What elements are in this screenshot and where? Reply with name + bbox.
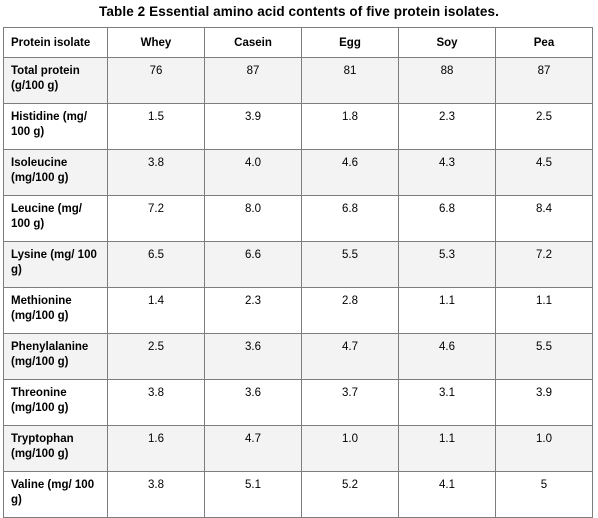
row-label: Tryptophan (mg/100 g) [3,425,108,472]
cell-egg: 1.8 [301,103,399,150]
cell-soy: 5.3 [398,241,496,288]
cell-soy: 4.1 [398,471,496,518]
header-egg: Egg [301,27,399,58]
row-label: Threonine (mg/100 g) [3,379,108,426]
cell-egg: 5.2 [301,471,399,518]
cell-pea: 3.9 [495,379,593,426]
cell-whey: 7.2 [107,195,205,242]
cell-soy: 88 [398,57,496,104]
row-label: Lysine (mg/ 100 g) [3,241,108,288]
cell-soy: 3.1 [398,379,496,426]
cell-pea: 1.1 [495,287,593,334]
cell-egg: 81 [301,57,399,104]
cell-casein: 87 [204,57,302,104]
cell-pea: 87 [495,57,593,104]
cell-pea: 7.2 [495,241,593,288]
cell-soy: 2.3 [398,103,496,150]
table-row: Phenylalanine (mg/100 g) 2.5 3.6 4.7 4.6… [3,333,593,380]
table-title: Table 2 Essential amino acid contents of… [99,4,499,19]
table-row: Lysine (mg/ 100 g) 6.5 6.6 5.5 5.3 7.2 [3,241,593,288]
cell-whey: 1.4 [107,287,205,334]
header-protein-isolate: Protein isolate [3,27,108,58]
cell-pea: 8.4 [495,195,593,242]
cell-pea: 5.5 [495,333,593,380]
cell-casein: 2.3 [204,287,302,334]
cell-whey: 3.8 [107,379,205,426]
cell-pea: 5 [495,471,593,518]
cell-egg: 4.6 [301,149,399,196]
cell-casein: 3.6 [204,379,302,426]
cell-soy: 1.1 [398,287,496,334]
cell-casein: 3.6 [204,333,302,380]
cell-casein: 3.9 [204,103,302,150]
cell-egg: 2.8 [301,287,399,334]
cell-whey: 6.5 [107,241,205,288]
cell-whey: 76 [107,57,205,104]
row-label: Valine (mg/ 100 g) [3,471,108,518]
cell-whey: 1.5 [107,103,205,150]
cell-casein: 5.1 [204,471,302,518]
cell-soy: 4.6 [398,333,496,380]
header-whey: Whey [107,27,205,58]
table-row: Total protein (g/100 g) 76 87 81 88 87 [3,57,593,104]
cell-whey: 3.8 [107,149,205,196]
cell-soy: 6.8 [398,195,496,242]
table-row: Methionine (mg/100 g) 1.4 2.3 2.8 1.1 1.… [3,287,593,334]
cell-soy: 4.3 [398,149,496,196]
table-row: Tryptophan (mg/100 g) 1.6 4.7 1.0 1.1 1.… [3,425,593,472]
cell-egg: 1.0 [301,425,399,472]
cell-egg: 3.7 [301,379,399,426]
row-label: Leucine (mg/ 100 g) [3,195,108,242]
table-row: Histidine (mg/ 100 g) 1.5 3.9 1.8 2.3 2.… [3,103,593,150]
row-label: Phenylalanine (mg/100 g) [3,333,108,380]
header-casein: Casein [204,27,302,58]
cell-casein: 6.6 [204,241,302,288]
table-row: Leucine (mg/ 100 g) 7.2 8.0 6.8 6.8 8.4 [3,195,593,242]
cell-whey: 2.5 [107,333,205,380]
row-label: Total protein (g/100 g) [3,57,108,104]
cell-casein: 4.0 [204,149,302,196]
cell-egg: 5.5 [301,241,399,288]
row-label: Methionine (mg/100 g) [3,287,108,334]
cell-egg: 6.8 [301,195,399,242]
header-row: Protein isolate Whey Casein Egg Soy Pea [3,27,593,58]
cell-soy: 1.1 [398,425,496,472]
cell-egg: 4.7 [301,333,399,380]
cell-casein: 8.0 [204,195,302,242]
header-pea: Pea [495,27,593,58]
row-label: Isoleucine (mg/100 g) [3,149,108,196]
cell-pea: 4.5 [495,149,593,196]
row-label: Histidine (mg/ 100 g) [3,103,108,150]
amino-acid-table: Protein isolate Whey Casein Egg Soy Pea … [3,27,593,518]
cell-whey: 3.8 [107,471,205,518]
table-row: Isoleucine (mg/100 g) 3.8 4.0 4.6 4.3 4.… [3,149,593,196]
table-row: Threonine (mg/100 g) 3.8 3.6 3.7 3.1 3.9 [3,379,593,426]
cell-pea: 1.0 [495,425,593,472]
table-row: Valine (mg/ 100 g) 3.8 5.1 5.2 4.1 5 [3,471,593,518]
cell-whey: 1.6 [107,425,205,472]
cell-pea: 2.5 [495,103,593,150]
cell-casein: 4.7 [204,425,302,472]
header-soy: Soy [398,27,496,58]
